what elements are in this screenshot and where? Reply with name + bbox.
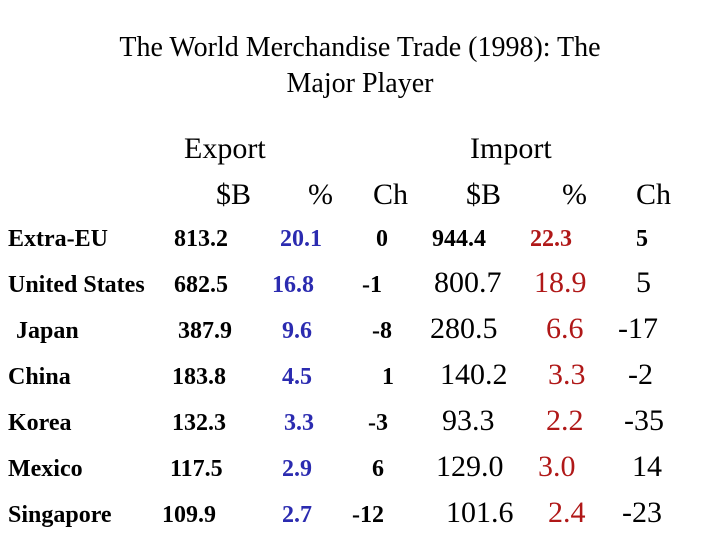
export-change-mexico: 6 (372, 456, 384, 482)
import-change-china: -2 (628, 358, 653, 391)
import-pct-china: 3.3 (548, 358, 586, 391)
import-pct-japan: 6.6 (546, 312, 584, 345)
import-change-japan: -17 (618, 312, 658, 345)
import-change-singapore: -23 (622, 496, 662, 529)
slide-title-line-2: Major Player (286, 68, 434, 99)
export-usd-header: $B (216, 178, 252, 211)
import-usd-extra-eu: 944.4 (432, 226, 486, 252)
export-header: Export (184, 132, 266, 165)
export-pct-korea: 3.3 (284, 410, 314, 436)
export-usd-korea: 132.3 (172, 410, 226, 436)
export-pct-singapore: 2.7 (282, 502, 312, 528)
export-change-extra-eu: 0 (376, 226, 388, 252)
import-usd-japan: 280.5 (430, 312, 498, 345)
export-pct-united-states: 16.8 (272, 272, 314, 298)
import-usd-singapore: 101.6 (446, 496, 514, 529)
import-pct-korea: 2.2 (546, 404, 584, 437)
import-pct-header: % (562, 178, 587, 211)
export-change-japan: -8 (372, 318, 392, 344)
export-usd-japan: 387.9 (178, 318, 232, 344)
export-change-korea: -3 (368, 410, 388, 436)
row-label-extra-eu: Extra-EU (8, 226, 108, 252)
row-label-japan: Japan (16, 318, 79, 344)
import-usd-korea: 93.3 (442, 404, 495, 437)
import-pct-extra-eu: 22.3 (530, 226, 572, 252)
export-pct-japan: 9.6 (282, 318, 312, 344)
import-pct-mexico: 3.0 (538, 450, 576, 483)
import-change-united-states: 5 (636, 266, 651, 299)
import-change-korea: -35 (624, 404, 664, 437)
import-pct-united-states: 18.9 (534, 266, 587, 299)
export-usd-singapore: 109.9 (162, 502, 216, 528)
export-change-header: Ch (373, 178, 409, 211)
row-label-china: China (8, 364, 71, 390)
export-usd-mexico: 117.5 (170, 456, 223, 482)
row-label-singapore: Singapore (8, 502, 112, 528)
import-change-mexico: 14 (632, 450, 662, 483)
export-pct-header: % (308, 178, 333, 211)
row-label-korea: Korea (8, 410, 72, 436)
export-usd-china: 183.8 (172, 364, 226, 390)
import-change-header: Ch (636, 178, 672, 211)
export-pct-extra-eu: 20.1 (280, 226, 322, 252)
import-usd-china: 140.2 (440, 358, 508, 391)
import-change-extra-eu: 5 (636, 226, 648, 252)
export-change-singapore: -12 (352, 502, 384, 528)
import-header: Import (470, 132, 552, 165)
import-usd-united-states: 800.7 (434, 266, 502, 299)
slide-title-line-1: The World Merchandise Trade (1998): The (119, 32, 601, 63)
import-usd-header: $B (466, 178, 502, 211)
export-pct-china: 4.5 (282, 364, 312, 390)
import-usd-mexico: 129.0 (436, 450, 504, 483)
export-usd-united-states: 682.5 (174, 272, 228, 298)
export-change-united-states: -1 (362, 272, 382, 298)
export-pct-mexico: 2.9 (282, 456, 312, 482)
export-usd-extra-eu: 813.2 (174, 226, 228, 252)
export-change-china: 1 (382, 364, 394, 390)
import-pct-singapore: 2.4 (548, 496, 586, 529)
row-label-mexico: Mexico (8, 456, 83, 482)
row-label-united-states: United States (8, 272, 145, 298)
